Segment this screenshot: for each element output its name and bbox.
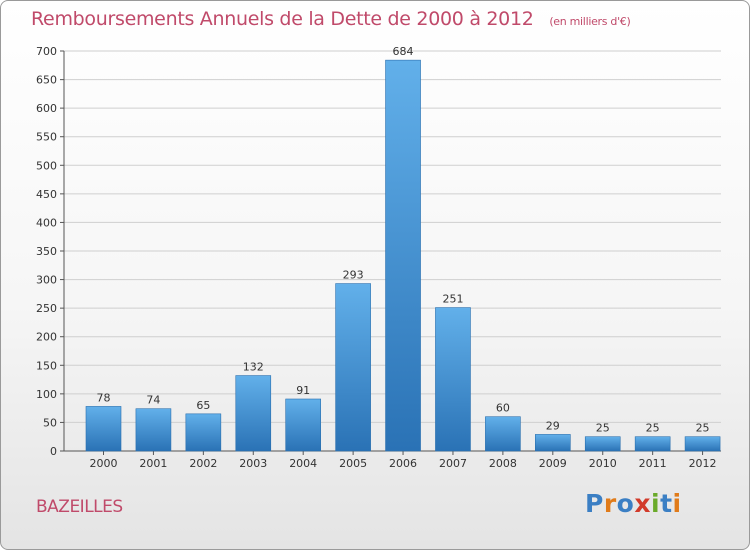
bar [584, 436, 621, 452]
bar [235, 375, 272, 452]
bar [185, 413, 222, 452]
y-tick-label: 550 [36, 131, 57, 144]
y-tick-label: 150 [36, 359, 57, 372]
y-tick-label: 300 [36, 274, 57, 287]
y-tick-label: 500 [36, 159, 57, 172]
data-label: 78 [97, 391, 111, 404]
title-unit: (en milliers d'€) [549, 15, 631, 28]
data-label: 60 [496, 402, 510, 415]
title-text: Remboursements Annuels de la Dette de 20… [31, 8, 534, 30]
data-label: 25 [596, 422, 610, 435]
x-tick-label: 2004 [289, 457, 317, 470]
bar [85, 406, 122, 452]
bars [85, 59, 721, 452]
y-tick-label: 350 [36, 245, 57, 258]
y-tick-label: 600 [36, 102, 57, 115]
logo-letter: r [603, 489, 617, 518]
data-label: 251 [442, 293, 463, 306]
data-label: 29 [546, 419, 560, 432]
bar [335, 283, 371, 452]
logo-letter: i [651, 489, 661, 518]
y-tick-label: 200 [36, 331, 57, 344]
labels: 0 50 100 150 200 250 300 350 400 450 500 550 600 650 7… [36, 45, 717, 470]
y-tick-label: 650 [36, 74, 57, 87]
x-tick-label: 2000 [90, 457, 118, 470]
data-label: 65 [196, 399, 210, 412]
y-tick-label: 700 [36, 45, 57, 58]
logo-letter: x [634, 489, 651, 518]
x-tick-label: 2012 [689, 457, 717, 470]
y-tick-label: 250 [36, 302, 57, 315]
data-label: 74 [146, 394, 160, 407]
x-tick-label: 2003 [239, 457, 267, 470]
bar [435, 307, 471, 452]
x-tick-label: 2007 [439, 457, 467, 470]
bar [535, 434, 571, 452]
data-label: 91 [296, 384, 310, 397]
data-label: 132 [243, 361, 264, 374]
logo-letter: o [616, 489, 635, 518]
bar [135, 408, 172, 452]
proxiti-logo: Proxiti [585, 489, 682, 518]
x-tick-label: 2005 [339, 457, 367, 470]
logo-letter: i [672, 489, 682, 518]
data-label: 684 [393, 45, 414, 58]
x-tick-label: 2006 [389, 457, 417, 470]
y-tick-label: 50 [43, 416, 57, 429]
y-tick-label: 400 [36, 216, 57, 229]
commune-name: BAZEILLES [36, 497, 123, 517]
bar [285, 398, 321, 452]
bar [684, 436, 721, 452]
data-label: 25 [696, 422, 710, 435]
bar [485, 416, 521, 452]
logo-letter: t [660, 489, 673, 518]
chart-title: Remboursements Annuels de la Dette de 20… [31, 8, 631, 30]
x-tick-label: 2010 [589, 457, 617, 470]
bar [634, 436, 671, 452]
logo-letter: P [585, 489, 604, 518]
x-tick-label: 2011 [639, 457, 667, 470]
y-tick-label: 100 [36, 388, 57, 401]
bar [385, 59, 421, 452]
y-tick-label: 0 [50, 445, 57, 458]
x-tick-label: 2008 [489, 457, 517, 470]
x-tick-label: 2002 [189, 457, 217, 470]
data-label: 25 [646, 422, 660, 435]
y-tick-label: 450 [36, 188, 57, 201]
x-tick-label: 2009 [539, 457, 567, 470]
data-label: 293 [343, 269, 364, 282]
x-tick-label: 2001 [139, 457, 167, 470]
